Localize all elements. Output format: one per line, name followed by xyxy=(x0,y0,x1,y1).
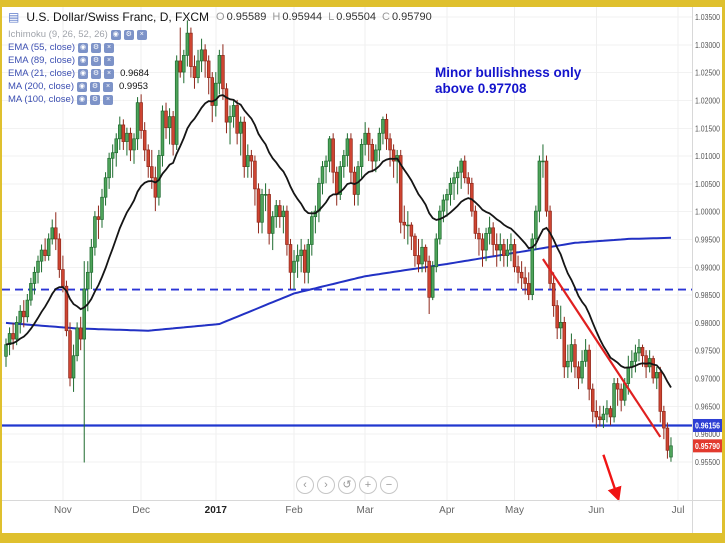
svg-text:1.02500: 1.02500 xyxy=(695,68,720,78)
settings-icon[interactable]: ⚙ xyxy=(123,29,134,40)
eye-icon[interactable]: ◉ xyxy=(77,94,87,105)
indicator-legend: Ichimoku (9, 26, 52, 26) ◉ ⚙ × EMA (55, … xyxy=(8,28,149,106)
close-icon[interactable]: × xyxy=(104,68,115,79)
low-label: L xyxy=(328,11,335,23)
ohlc-readout: O 0.95589 H 0.95944 L 0.95504 C 0.95790 xyxy=(216,11,432,23)
annotation-line-1: Minor bullishness only xyxy=(435,65,582,80)
svg-text:0.95500: 0.95500 xyxy=(695,457,720,467)
chart-svg[interactable]: 1.03500 1.03000 1.02500 1.02000 1.01500 1.010… xyxy=(2,7,722,533)
indicator-label: EMA (89, close) xyxy=(8,55,76,66)
close-icon[interactable]: × xyxy=(103,81,113,92)
svg-text:0.98000: 0.98000 xyxy=(695,318,720,328)
indicator-label: Ichimoku (9, 26, 52, 26) xyxy=(8,29,108,40)
eye-icon[interactable]: ◉ xyxy=(78,42,89,53)
low-value: 0.95504 xyxy=(336,11,376,23)
settings-icon[interactable]: ⚙ xyxy=(91,68,102,79)
reset-scale-icon[interactable]: ↺ xyxy=(338,476,356,494)
zoom-out-icon[interactable]: − xyxy=(380,476,398,494)
close-label: C xyxy=(381,11,390,23)
svg-text:May: May xyxy=(505,505,524,516)
chart-header: ▤ U.S. Dollar/Swiss Franc, D, FXCM O 0.95… xyxy=(8,10,432,24)
legend-item-ma100[interactable]: MA (100, close) ◉ ⚙ × xyxy=(8,93,149,106)
svg-text:0.95790: 0.95790 xyxy=(695,441,720,451)
svg-text:Jul: Jul xyxy=(672,505,685,516)
chart-annotation: Minor bullishness only above 0.97708 xyxy=(435,65,581,97)
high-value: 0.95944 xyxy=(282,11,323,23)
svg-text:Dec: Dec xyxy=(132,505,150,516)
close-icon[interactable]: × xyxy=(136,29,147,40)
svg-text:1.03000: 1.03000 xyxy=(695,40,720,50)
indicator-label: EMA (55, close) xyxy=(8,42,76,53)
svg-text:0.99000: 0.99000 xyxy=(695,262,720,272)
svg-text:0.99500: 0.99500 xyxy=(695,234,720,244)
svg-text:2017: 2017 xyxy=(205,505,228,516)
svg-text:0.98500: 0.98500 xyxy=(695,290,720,300)
eye-icon[interactable]: ◉ xyxy=(110,29,121,40)
chart-type-icon[interactable]: ▤ xyxy=(8,10,20,24)
indicator-label: EMA (21, close) xyxy=(8,68,76,79)
close-icon[interactable]: × xyxy=(104,42,115,53)
close-icon[interactable]: × xyxy=(103,94,113,105)
eye-icon[interactable]: ◉ xyxy=(78,55,89,66)
chart-window: 1.03500 1.03000 1.02500 1.02000 1.01500 1.010… xyxy=(2,7,722,533)
scroll-right-icon[interactable]: › xyxy=(317,476,335,494)
svg-text:1.02000: 1.02000 xyxy=(695,95,720,105)
eye-icon[interactable]: ◉ xyxy=(77,81,87,92)
indicator-label: MA (200, close) xyxy=(8,81,74,92)
indicator-value: 0.9684 xyxy=(120,68,150,79)
svg-text:1.01000: 1.01000 xyxy=(695,151,720,161)
legend-item-ichimoku[interactable]: Ichimoku (9, 26, 52, 26) ◉ ⚙ × xyxy=(8,28,149,41)
svg-text:0.96000: 0.96000 xyxy=(695,429,720,439)
indicator-label: MA (100, close) xyxy=(8,94,74,105)
legend-item-ema21[interactable]: EMA (21, close) ◉ ⚙ × 0.9684 xyxy=(8,67,149,80)
symbol-title[interactable]: U.S. Dollar/Swiss Franc, D, FXCM xyxy=(26,10,210,24)
legend-item-ema89[interactable]: EMA (89, close) ◉ ⚙ × xyxy=(8,54,149,67)
legend-item-ema55[interactable]: EMA (55, close) ◉ ⚙ × xyxy=(8,41,149,54)
svg-text:1.01500: 1.01500 xyxy=(695,123,720,133)
close-icon[interactable]: × xyxy=(104,55,115,66)
settings-icon[interactable]: ⚙ xyxy=(91,55,102,66)
settings-icon[interactable]: ⚙ xyxy=(90,94,100,105)
svg-text:0.96156: 0.96156 xyxy=(695,420,720,430)
eye-icon[interactable]: ◉ xyxy=(78,68,89,79)
svg-text:0.97500: 0.97500 xyxy=(695,346,720,356)
svg-text:Apr: Apr xyxy=(439,505,455,516)
legend-item-ma200[interactable]: MA (200, close) ◉ ⚙ × 0.9953 xyxy=(8,80,149,93)
chart-nav-controls: ‹ › ↺ + − xyxy=(296,476,398,494)
settings-icon[interactable]: ⚙ xyxy=(90,81,100,92)
high-label: H xyxy=(272,11,281,23)
open-label: O xyxy=(216,11,225,23)
indicator-value: 0.9953 xyxy=(119,81,149,92)
svg-text:Jun: Jun xyxy=(588,505,604,516)
svg-text:0.96500: 0.96500 xyxy=(695,401,720,411)
zoom-in-icon[interactable]: + xyxy=(359,476,377,494)
close-value: 0.95790 xyxy=(391,11,432,23)
svg-text:Mar: Mar xyxy=(357,505,375,516)
svg-text:Feb: Feb xyxy=(285,505,303,516)
scroll-left-icon[interactable]: ‹ xyxy=(296,476,314,494)
svg-text:1.00500: 1.00500 xyxy=(695,179,720,189)
settings-icon[interactable]: ⚙ xyxy=(91,42,102,53)
svg-text:0.97000: 0.97000 xyxy=(695,374,720,384)
svg-text:Nov: Nov xyxy=(54,505,72,516)
annotation-line-2: above 0.97708 xyxy=(435,80,527,96)
svg-text:1.03500: 1.03500 xyxy=(695,12,720,22)
svg-text:1.00000: 1.00000 xyxy=(695,207,720,217)
open-value: 0.95589 xyxy=(226,11,267,23)
